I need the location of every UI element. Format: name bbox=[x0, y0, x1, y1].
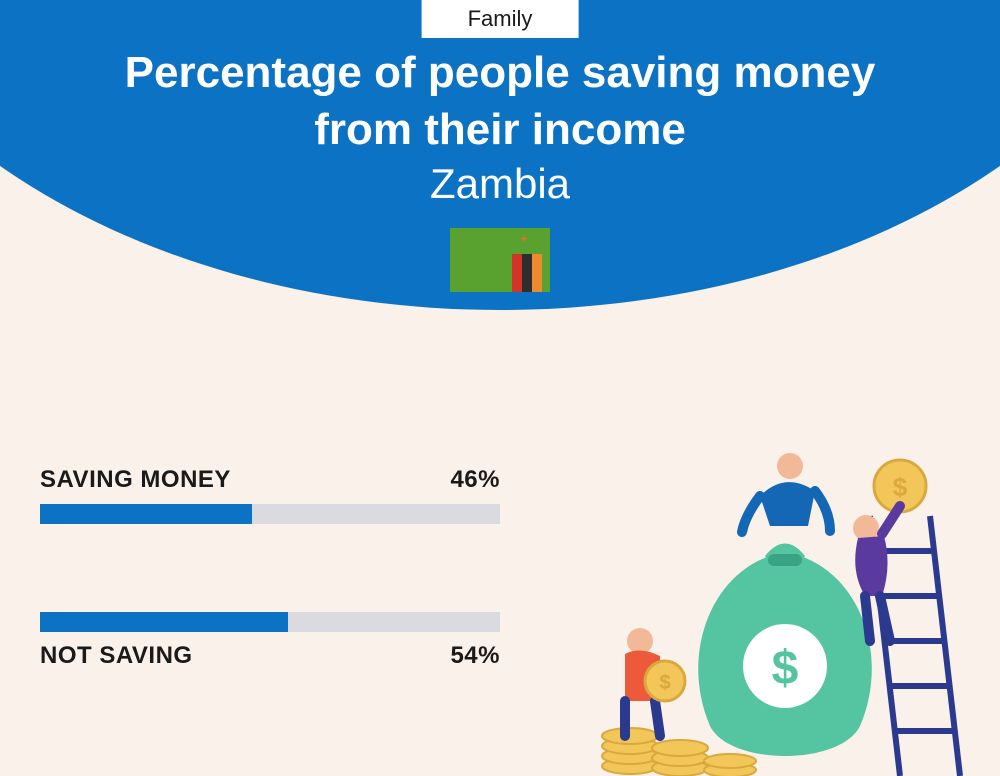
bar-track bbox=[40, 612, 500, 632]
title-line-1: Percentage of people saving money bbox=[125, 48, 876, 97]
bar-labels: NOT SAVING 54% bbox=[40, 642, 500, 670]
flag-stripe-orange bbox=[532, 254, 542, 292]
page-title: Percentage of people saving money from t… bbox=[0, 44, 1000, 158]
bar-label: NOT SAVING bbox=[40, 642, 193, 670]
bar-value: 46% bbox=[450, 466, 500, 494]
country-name: Zambia bbox=[0, 160, 1000, 208]
title-line-2: from their income bbox=[314, 105, 686, 154]
category-pill: Family bbox=[422, 0, 579, 38]
bar-value: 54% bbox=[450, 642, 500, 670]
flag-stripe-black bbox=[522, 254, 532, 292]
category-label: Family bbox=[468, 6, 533, 31]
flag-eagle-icon: ✦ bbox=[512, 232, 536, 244]
bar-track bbox=[40, 504, 500, 524]
bar-fill bbox=[40, 504, 252, 524]
bar-fill bbox=[40, 612, 288, 632]
zambia-flag: ✦ bbox=[450, 228, 550, 292]
person-left-icon: $ bbox=[625, 628, 685, 736]
bar-label: SAVING MONEY bbox=[40, 466, 231, 494]
money-bag-icon: $ bbox=[698, 544, 872, 757]
bar-labels: SAVING MONEY 46% bbox=[40, 466, 500, 494]
svg-text:$: $ bbox=[772, 642, 799, 695]
flag-stripes bbox=[512, 254, 542, 292]
svg-text:$: $ bbox=[659, 672, 670, 694]
bars-container: SAVING MONEY 46% NOT SAVING 54% bbox=[40, 466, 500, 758]
bar-group-saving: SAVING MONEY 46% bbox=[40, 466, 500, 524]
flag-stripe-red bbox=[512, 254, 522, 292]
svg-text:$: $ bbox=[893, 472, 908, 502]
savings-illustration: $ $ $ bbox=[570, 436, 970, 776]
bar-group-not-saving: NOT SAVING 54% bbox=[40, 612, 500, 670]
person-top-icon bbox=[742, 453, 830, 532]
